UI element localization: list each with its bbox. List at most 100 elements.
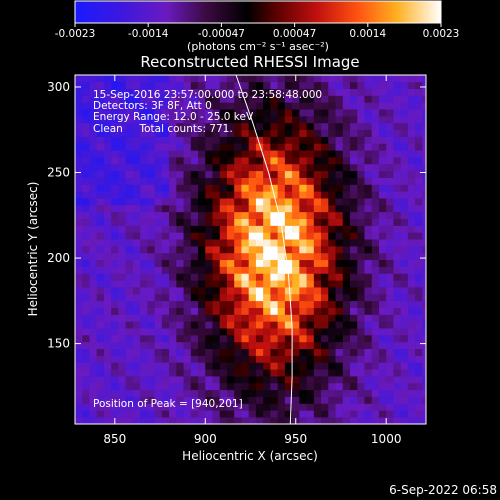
heatmap-cell: [407, 335, 416, 343]
heatmap-cell: [190, 95, 199, 103]
heatmap-cell: [299, 81, 307, 89]
heatmap-cell: [82, 396, 90, 404]
heatmap-cell: [226, 280, 235, 288]
heatmap-cell: [415, 129, 423, 137]
heatmap-cell: [255, 157, 264, 165]
heatmap-cell: [226, 293, 235, 302]
heatmap-cell: [132, 198, 141, 206]
heatmap-cell: [306, 355, 315, 363]
heatmap-cell: [219, 150, 228, 158]
heatmap-cell: [255, 129, 264, 137]
heatmap-cell: [393, 396, 401, 404]
heatmap-cell: [342, 396, 351, 404]
heatmap-cell: [82, 341, 90, 350]
heatmap-cell: [270, 75, 278, 83]
heatmap-cell: [176, 239, 184, 247]
heatmap-cell: [183, 369, 192, 377]
heatmap-cell: [255, 300, 264, 308]
heatmap-cell: [248, 211, 257, 220]
heatmap-cell: [321, 259, 329, 267]
heatmap-cell: [154, 150, 163, 158]
heatmap-cell: [96, 81, 105, 89]
heatmap-cell: [96, 170, 105, 178]
heatmap-cell: [234, 116, 242, 124]
heatmap-cell: [241, 163, 249, 172]
heatmap-cell: [328, 314, 336, 322]
heatmap-cell: [284, 246, 293, 254]
heatmap-cell: [270, 211, 278, 220]
heatmap-cell: [154, 355, 163, 363]
heatmap-cell: [393, 198, 401, 206]
heatmap-cell: [161, 129, 170, 137]
heatmap-cell: [284, 102, 293, 110]
heatmap-cell: [263, 75, 271, 83]
heatmap-cell: [255, 355, 264, 363]
heatmap-cell: [154, 170, 163, 178]
heatmap-cell: [132, 129, 141, 137]
heatmap-cell: [292, 287, 300, 295]
heatmap-cell: [140, 246, 148, 254]
heatmap-cell: [342, 403, 351, 411]
heatmap-cell: [161, 163, 170, 172]
heatmap-cell: [226, 259, 235, 267]
heatmap-cell: [350, 410, 358, 418]
heatmap-cell: [140, 239, 148, 247]
heatmap-cell: [371, 355, 380, 363]
heatmap-cell: [132, 81, 141, 89]
heatmap-cell: [364, 280, 373, 288]
heatmap-cell: [270, 293, 278, 302]
heatmap-cell: [415, 300, 423, 308]
heatmap-cell: [386, 389, 394, 397]
heatmap-cell: [328, 335, 336, 343]
heatmap-cell: [75, 157, 83, 165]
heatmap-cell: [241, 403, 249, 411]
heatmap-cell: [386, 300, 394, 308]
heatmap-cell: [154, 163, 163, 172]
heatmap-cell: [415, 95, 423, 103]
heatmap-cell: [364, 389, 373, 397]
heatmap-cell: [299, 355, 307, 363]
heatmap-cell: [140, 293, 148, 302]
heatmap-cell: [386, 280, 394, 288]
heatmap-cell: [407, 287, 416, 295]
heatmap-cell: [212, 321, 221, 329]
heatmap-cell: [415, 225, 423, 233]
heatmap-cell: [140, 129, 148, 137]
heatmap-cell: [364, 88, 373, 96]
heatmap-cell: [321, 116, 329, 124]
heatmap-cell: [118, 116, 126, 124]
heatmap-cell: [255, 232, 264, 240]
heatmap-cell: [292, 389, 300, 397]
heatmap-cell: [277, 81, 286, 89]
heatmap-cell: [183, 88, 192, 96]
heatmap-cell: [284, 266, 293, 274]
heatmap-cell: [219, 341, 228, 350]
heatmap-cell: [198, 198, 206, 206]
heatmap-cell: [212, 225, 221, 233]
heatmap-cell: [125, 205, 134, 213]
heatmap-cell: [176, 122, 184, 131]
heatmap-cell: [176, 163, 184, 172]
heatmap-cell: [248, 376, 257, 384]
heatmap-cell: [313, 341, 322, 350]
heatmap-cell: [407, 280, 416, 288]
heatmap-cell: [400, 382, 409, 391]
heatmap-cell: [161, 266, 170, 274]
heatmap-cell: [111, 225, 119, 233]
heatmap-cell: [321, 389, 329, 397]
heatmap-cell: [219, 184, 228, 192]
heatmap-cell: [313, 396, 322, 404]
heatmap-cell: [118, 396, 126, 404]
x-tick-label: 950: [284, 432, 307, 446]
heatmap-cell: [378, 335, 387, 343]
heatmap-cell: [400, 232, 409, 240]
heatmap-cell: [198, 328, 206, 336]
heatmap-cell: [393, 321, 401, 329]
heatmap-cell: [415, 211, 423, 220]
heatmap-cell: [125, 410, 134, 418]
heatmap-cell: [219, 211, 228, 220]
heatmap-cell: [234, 198, 242, 206]
heatmap-cell: [422, 75, 426, 83]
heatmap-cell: [299, 170, 307, 178]
heatmap-cell: [219, 143, 228, 151]
